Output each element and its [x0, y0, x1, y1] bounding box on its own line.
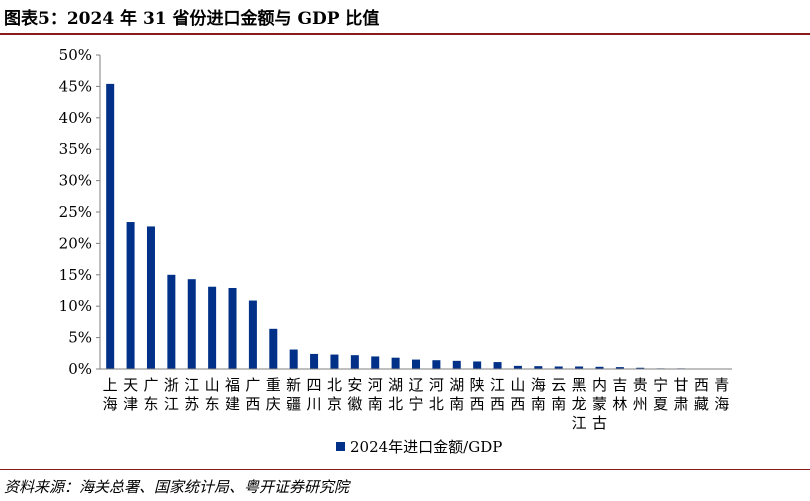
bar-广东 [146, 226, 155, 369]
y-tick-label: 30% [59, 172, 92, 190]
y-tick-label: 45% [59, 77, 92, 95]
bar-山东 [208, 286, 217, 369]
y-tick-label: 15% [59, 266, 92, 284]
x-tick-label: 河北 [429, 376, 444, 413]
bar-贵州 [636, 367, 645, 369]
y-tick-label: 5% [68, 329, 92, 347]
bar-湖北 [391, 357, 400, 369]
x-tick-label: 山东 [205, 376, 220, 413]
bar-江西 [493, 362, 502, 369]
x-tick-label: 北京 [327, 376, 342, 413]
x-tick-label: 天津 [123, 376, 138, 413]
y-tick-label: 40% [59, 109, 92, 127]
source-note: 资料来源：海关总署、国家统计局、粤开证券研究院 [4, 478, 350, 496]
bar-湖南 [452, 360, 461, 369]
source-divider [0, 469, 810, 470]
bar-江苏 [187, 279, 196, 369]
x-tick-label: 广东 [143, 376, 158, 413]
x-tick-label: 新疆 [286, 376, 301, 413]
x-tick-label: 广西 [245, 376, 260, 413]
bar-福建 [228, 287, 237, 369]
x-tick-label: 甘肃 [674, 376, 689, 413]
bar-北京 [330, 354, 339, 369]
x-tick-label: 四川 [307, 376, 322, 413]
x-tick-label: 河南 [368, 376, 383, 413]
bar-云南 [554, 366, 563, 369]
x-tick-label: 云南 [551, 376, 566, 413]
x-tick-label: 山西 [510, 376, 525, 413]
y-tick-label: 25% [59, 203, 92, 221]
x-tick-label: 内蒙古 [592, 376, 607, 432]
x-tick-label: 宁夏 [653, 376, 668, 413]
bar-河北 [432, 360, 441, 369]
x-tick-label: 重庆 [266, 376, 281, 413]
bar-黑龙江 [575, 366, 584, 369]
bar-天津 [126, 222, 135, 369]
x-tick-label: 黑龙江 [572, 376, 587, 432]
bar-chart: 0% 5% 10% 15% 20% 25% 30% 35% 40% 45% 50% 上海天津广东浙江… [59, 46, 732, 456]
legend-swatch [336, 442, 345, 451]
bar-海南 [534, 366, 543, 369]
x-tick-label: 江苏 [184, 376, 199, 413]
y-tick-label: 35% [59, 140, 92, 158]
figure-title: 图表5：2024 年 31 省份进口金额与 GDP 比值 [4, 9, 380, 29]
x-tick-label: 西藏 [694, 376, 709, 413]
bar-陕西 [473, 361, 482, 369]
bar-浙江 [167, 274, 176, 369]
x-tick-label: 吉林 [612, 376, 627, 413]
bar-河南 [371, 356, 380, 369]
x-tick-label: 上海 [103, 376, 118, 413]
bar-series [106, 83, 726, 370]
bar-辽宁 [412, 359, 420, 369]
y-tick-label: 20% [59, 234, 92, 252]
bar-安徽 [350, 355, 359, 369]
legend: 2024年进口金额/GDP [336, 438, 502, 456]
x-tick-label: 海南 [531, 376, 546, 413]
bar-新疆 [289, 349, 298, 369]
bar-山西 [513, 365, 522, 369]
x-tick-label: 安徽 [347, 376, 362, 413]
x-tick-label: 湖北 [388, 376, 403, 413]
x-axis: 上海天津广东浙江江苏山东福建广西重庆新疆四川北京安徽河南湖北辽宁河北湖南陕西江西… [100, 368, 732, 432]
y-tick-label: 0% [68, 360, 92, 378]
x-tick-label: 江西 [490, 376, 505, 413]
title-divider [0, 33, 810, 35]
x-tick-label: 辽宁 [408, 376, 423, 413]
bar-广西 [248, 300, 257, 369]
bar-上海 [106, 83, 115, 369]
bar-内蒙古 [595, 366, 604, 369]
x-tick-label: 湖南 [449, 376, 464, 413]
x-tick-label: 青海 [714, 376, 729, 413]
y-axis: 0% 5% 10% 15% 20% 25% 30% 35% 40% 45% 50% [59, 46, 101, 378]
bar-重庆 [269, 328, 278, 369]
x-tick-label: 陕西 [470, 376, 485, 413]
x-tick-label: 福建 [225, 376, 240, 413]
x-tick-label: 浙江 [164, 376, 179, 413]
y-tick-label: 10% [59, 297, 92, 315]
legend-label: 2024年进口金额/GDP [350, 438, 502, 456]
bar-吉林 [615, 367, 624, 369]
y-tick-label: 50% [59, 46, 92, 64]
x-tick-label: 贵州 [633, 376, 648, 413]
bar-四川 [310, 353, 319, 369]
